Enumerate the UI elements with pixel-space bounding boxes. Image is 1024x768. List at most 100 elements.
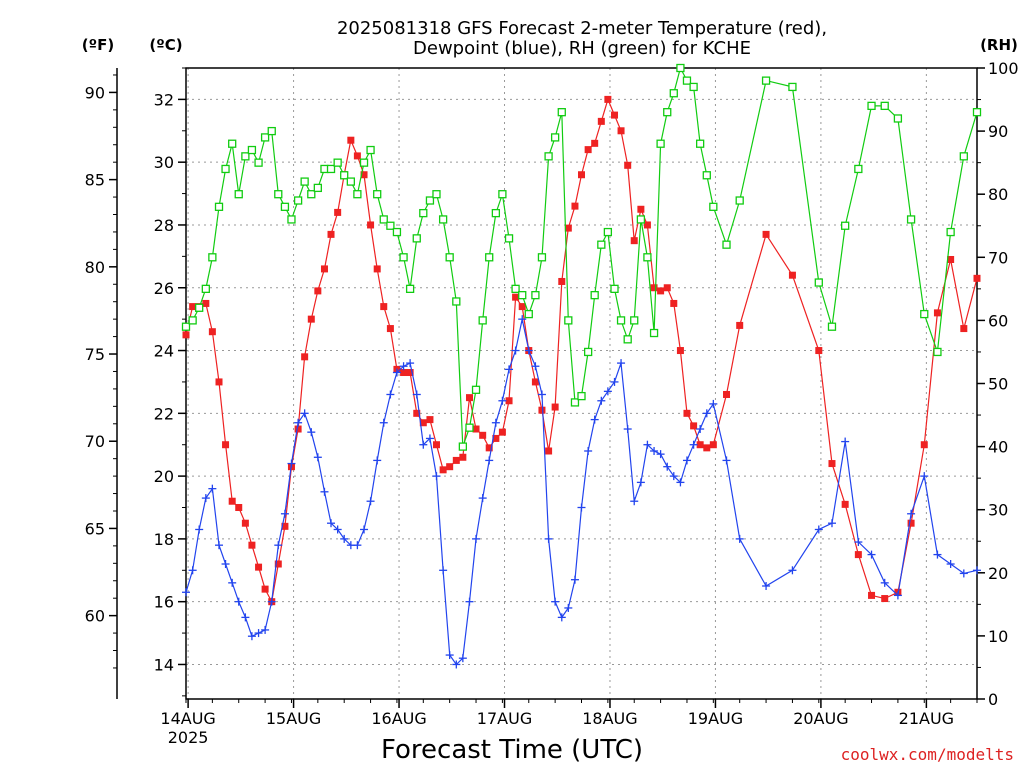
rh-point [583,347,593,357]
rh-point [867,101,876,111]
dewpoint-point [551,597,560,606]
celsius-tick-label: 32 [154,90,174,109]
dewpoint-point [907,509,916,518]
dewpoint-point [762,581,771,590]
rh-tick-label: 40 [988,438,1008,457]
rh-point [524,309,533,319]
dewpoint-point [274,541,283,550]
temperature-point [571,202,579,210]
series-line-dewpoint [185,318,978,666]
rh-tick-label: 20 [988,564,1008,583]
rh-point [419,208,428,218]
dewpoint-point [182,588,190,597]
dewpoint-point [188,566,197,575]
rh-point [260,133,270,142]
rh-point [340,171,349,180]
temperature-point [538,406,546,414]
dewpoint-point [412,390,421,399]
dewpoint-point [841,437,850,446]
dewpoint-point [458,654,467,663]
temperature-point [723,390,731,398]
celsius-unit-label: (ºC) [149,36,182,54]
x-tick-label: 17AUG [477,709,532,728]
fahrenheit-tick-label: 65 [85,519,105,538]
rh-point [643,253,652,262]
rh-point [590,291,599,300]
rh-point [696,139,705,148]
rh-point [709,202,718,211]
dewpoint-point [485,456,494,465]
temperature-point [578,171,585,179]
rh-point [933,347,942,357]
chart-title-line2: Dewpoint (blue), RH (green) for KCHE [413,38,751,59]
dewpoint-point [709,399,718,408]
rh-point [452,297,461,306]
dewpoint-point [287,459,296,468]
temperature-point [452,456,460,464]
temperature-point [235,504,243,512]
rh-point [353,190,362,199]
rh-point [722,240,731,249]
rh-point [689,82,698,92]
temperature-point [657,287,665,295]
rh-point [623,335,632,344]
rh-point [518,291,527,300]
dewpoint-point [320,487,329,496]
temperature-point [973,274,981,282]
rh-tick-label: 80 [988,185,1008,204]
temperature-point [400,369,408,377]
dewpoint-point [557,613,566,622]
rh-point [550,133,560,142]
rh-point [195,303,204,312]
fahrenheit-tick-label: 85 [85,171,105,190]
rh-point [412,234,421,243]
temperature-point [479,431,487,439]
dewpoint-point [511,346,520,355]
temperature-point [261,585,269,593]
rh-point [399,253,408,262]
temperature-point [498,428,506,436]
celsius-tick-label: 20 [154,467,174,486]
temperature-point [465,394,473,402]
dewpoint-point [505,365,514,374]
dewpoint-point [920,472,929,481]
temperature-point [413,409,421,417]
rh-point [254,158,263,167]
dewpoint-point [452,660,461,669]
temperature-point [485,444,493,452]
temperature-point [630,237,638,245]
dewpoint-point [867,550,876,559]
temperature-point [373,265,381,273]
rh-point [491,208,501,218]
rh-tick-label: 60 [988,311,1008,330]
dewpoint-point [702,409,711,418]
dewpoint-point [234,597,243,606]
rh-point [181,322,191,331]
rh-tick-label: 50 [988,375,1008,394]
dewpoint-point [425,434,434,443]
rh-point [761,76,771,85]
dewpoint-point [254,629,263,638]
temperature-point [611,111,619,119]
dewpoint-point [261,625,270,634]
temperature-point [564,224,572,232]
rh-point [346,177,355,186]
chart-title-line1: 2025081318 GFS Forecast 2-meter Temperat… [337,18,827,39]
temperature-point [380,303,388,311]
dewpoint-point [386,390,395,399]
dewpoint-point [603,387,612,396]
temperature-point [327,230,335,238]
dewpoint-point [814,525,823,534]
temperature-point [558,277,566,285]
x-tick-label: 15AUG [266,709,321,728]
temperature-point [690,422,698,430]
rh-point [854,164,863,174]
fahrenheit-unit-label: (ºF) [82,36,114,54]
fahrenheit-tick-label: 90 [85,83,105,102]
celsius-tick-label: 30 [154,153,174,172]
rh-point [557,108,566,117]
temperature-point [591,139,599,147]
dewpoint-point [854,538,863,547]
dewpoint-point [577,503,586,512]
temperature-point [439,466,447,474]
